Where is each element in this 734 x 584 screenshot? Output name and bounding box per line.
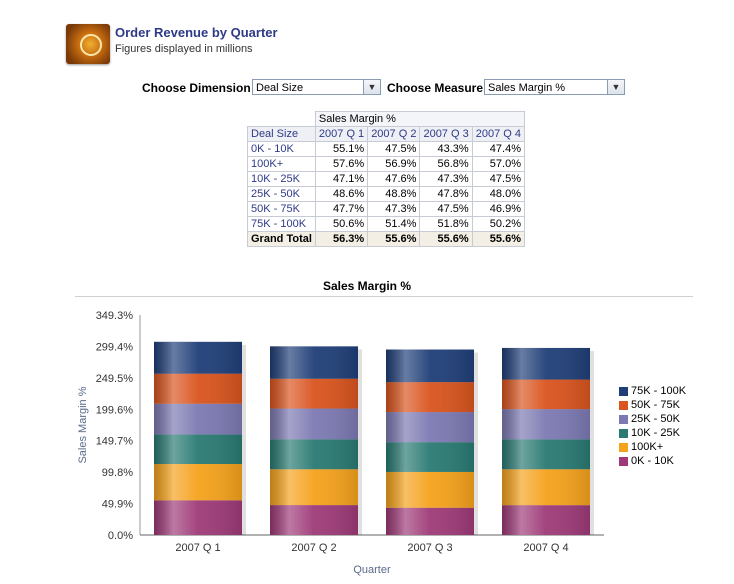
row-dimension-header[interactable]: Deal Size: [247, 126, 316, 142]
dimension-label: Choose Dimension: [142, 81, 251, 95]
y-tick-label: 349.3%: [96, 310, 134, 322]
legend-label: 100K+: [631, 441, 664, 453]
x-tick-label: 2007 Q 3: [407, 542, 452, 554]
y-tick-label: 49.9%: [102, 499, 133, 511]
table-cell: 47.3%: [367, 201, 421, 217]
x-tick-label: 2007 Q 2: [291, 542, 336, 554]
grand-total-label: Grand Total: [247, 231, 316, 247]
bar-segment-shading: [502, 469, 590, 506]
table-row: 10K - 25K 47.1% 47.6% 47.3% 47.5%: [247, 171, 525, 187]
total-cell: 55.6%: [471, 231, 525, 247]
bar-segment-shading: [502, 409, 590, 440]
legend-swatch: [619, 457, 628, 466]
bar-segment-shading: [386, 507, 474, 535]
legend-swatch: [619, 443, 628, 452]
grand-total-row: Grand Total 56.3% 55.6% 55.6% 55.6%: [247, 231, 525, 247]
legend-item: 25K - 50K: [619, 412, 686, 426]
legend-item: 0K - 10K: [619, 454, 686, 468]
legend-item: 75K - 100K: [619, 384, 686, 398]
bar-segment-shading: [154, 434, 242, 465]
page-title: Order Revenue by Quarter: [115, 25, 278, 40]
measure-select-value: Sales Margin %: [488, 82, 566, 94]
bar-segment-shading: [270, 469, 358, 506]
bar-segment-shading: [270, 505, 358, 535]
chart-divider: [75, 296, 693, 297]
y-tick-label: 299.4%: [96, 341, 134, 353]
column-header[interactable]: 2007 Q 1: [314, 126, 369, 142]
legend-swatch: [619, 415, 628, 424]
total-cell: 56.3%: [314, 231, 369, 247]
total-cell: 55.6%: [367, 231, 421, 247]
y-tick-label: 199.6%: [96, 404, 134, 416]
x-tick-label: 2007 Q 4: [523, 542, 568, 554]
y-tick-label: 249.5%: [96, 373, 134, 385]
bar-segment-shading: [270, 439, 358, 470]
bar-segment-shading: [154, 403, 242, 435]
table-cell: 47.5%: [419, 201, 473, 217]
table-cell: 56.9%: [367, 156, 421, 172]
legend-item: 10K - 25K: [619, 426, 686, 440]
bar-segment-shading: [386, 412, 474, 443]
row-label[interactable]: 0K - 10K: [247, 141, 316, 157]
bar-segment-shading: [502, 379, 590, 410]
legend-label: 10K - 25K: [631, 427, 680, 439]
y-tick-label: 99.8%: [102, 467, 133, 479]
legend-label: 25K - 50K: [631, 413, 680, 425]
report-logo-icon: [66, 24, 110, 64]
legend-swatch: [619, 429, 628, 438]
table-row: 75K - 100K 50.6% 51.4% 51.8% 50.2%: [247, 216, 525, 232]
legend-label: 0K - 10K: [631, 455, 674, 467]
legend-swatch: [619, 387, 628, 396]
table-cell: 57.0%: [471, 156, 525, 172]
bar-segment-shading: [154, 373, 242, 404]
bar-segment-shading: [270, 346, 358, 379]
table-row: 25K - 50K 48.6% 48.8% 47.8% 48.0%: [247, 186, 525, 202]
bar-segment-shading: [386, 442, 474, 472]
dimension-select[interactable]: Deal Size ▼: [252, 79, 381, 95]
bar-segment-shading: [502, 439, 590, 470]
column-header[interactable]: 2007 Q 2: [367, 126, 421, 142]
table-row: 50K - 75K 47.7% 47.3% 47.5% 46.9%: [247, 201, 525, 217]
row-label[interactable]: 10K - 25K: [247, 171, 316, 187]
dimension-select-value: Deal Size: [256, 82, 304, 94]
bar-segment-shading: [502, 505, 590, 535]
chevron-down-icon[interactable]: ▼: [607, 80, 624, 94]
measure-select[interactable]: Sales Margin % ▼: [484, 79, 625, 95]
bar-segment-shading: [386, 471, 474, 508]
table-cell: 48.8%: [367, 186, 421, 202]
chart-title: Sales Margin %: [322, 279, 412, 293]
chart-legend: 75K - 100K 50K - 75K 25K - 50K 10K - 25K 100…: [619, 384, 686, 468]
table-cell: 47.5%: [471, 171, 525, 187]
x-tick-label: 2007 Q 1: [175, 542, 220, 554]
y-tick-label: 0.0%: [108, 530, 133, 542]
legend-item: 50K - 75K: [619, 398, 686, 412]
table-row: 100K+ 57.6% 56.9% 56.8% 57.0%: [247, 156, 525, 172]
bar-segment-shading: [386, 382, 474, 413]
bar-segment-shading: [502, 347, 590, 380]
y-tick-label: 149.7%: [96, 436, 134, 448]
column-header[interactable]: 2007 Q 3: [419, 126, 473, 142]
y-axis-title: Sales Margin %: [77, 386, 89, 463]
legend-label: 50K - 75K: [631, 399, 680, 411]
table-cell: 48.0%: [471, 186, 525, 202]
row-label[interactable]: 50K - 75K: [247, 201, 316, 217]
bar-segment-shading: [154, 341, 242, 374]
pivot-table: Sales Margin % Deal Size 2007 Q 1 2007 Q…: [247, 111, 525, 247]
page-subtitle: Figures displayed in millions: [115, 43, 253, 55]
bar-segment-shading: [154, 464, 242, 501]
legend-swatch: [619, 401, 628, 410]
column-header[interactable]: 2007 Q 4: [471, 126, 525, 142]
chevron-down-icon[interactable]: ▼: [363, 80, 380, 94]
bar-segment-shading: [386, 349, 474, 383]
bar-segment-shading: [270, 378, 358, 409]
legend-label: 75K - 100K: [631, 385, 687, 397]
measure-label: Choose Measure: [387, 81, 484, 95]
table-cell: 43.3%: [419, 141, 473, 157]
x-axis-title: Quarter: [353, 564, 391, 576]
legend-item: 100K+: [619, 440, 686, 454]
bar-segment-shading: [154, 500, 242, 535]
bar-segment-shading: [270, 408, 358, 440]
measure-header: Sales Margin %: [314, 111, 525, 127]
